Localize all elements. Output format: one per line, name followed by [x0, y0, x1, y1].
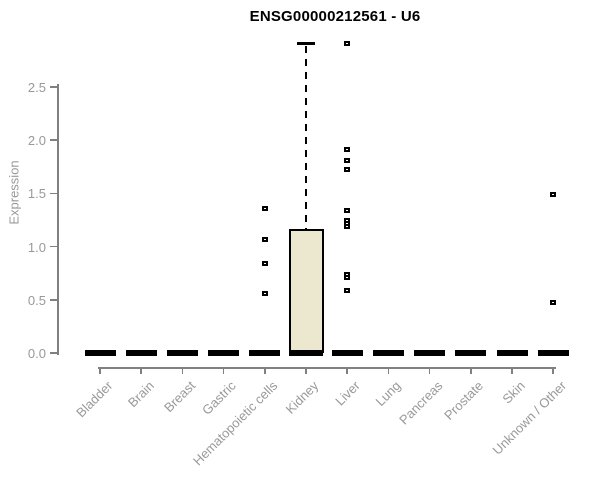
y-axis-line — [57, 84, 59, 355]
boxplot-median-bar — [372, 350, 404, 356]
x-axis-tick — [305, 367, 307, 374]
x-axis-category-label: Pancreas — [395, 378, 446, 428]
x-axis-tick — [99, 367, 101, 374]
outlier-point — [344, 223, 351, 229]
boxplot-median-bar — [208, 350, 240, 356]
x-axis-tick — [511, 367, 513, 374]
x-axis-line — [98, 367, 556, 369]
outlier-point — [550, 191, 557, 197]
x-axis-category-label: Gastric — [199, 378, 240, 418]
outlier-point — [344, 167, 351, 173]
boxplot-median-bar — [166, 350, 198, 356]
outlier-point — [344, 147, 351, 153]
x-axis-tick — [264, 367, 266, 374]
x-axis-category-label: Skin — [499, 378, 528, 407]
x-axis-category-label: Prostate — [441, 378, 487, 423]
y-axis-tick-label: 1.0 — [27, 239, 46, 255]
x-axis-tick — [140, 367, 142, 374]
outlier-point — [550, 300, 557, 306]
outlier-point — [261, 261, 268, 267]
outlier-point — [261, 205, 268, 211]
boxplot-median-bar — [331, 350, 363, 356]
x-axis-tick — [181, 367, 184, 374]
y-axis-tick — [50, 139, 57, 141]
x-axis-tick — [552, 367, 554, 374]
outlier-point — [344, 40, 351, 46]
y-axis-tick — [50, 192, 57, 195]
y-axis-tick — [50, 299, 57, 301]
boxplot-median-bar — [125, 350, 157, 356]
boxplot-median-bar — [496, 350, 528, 356]
x-axis-category-label: Brain — [124, 378, 157, 411]
x-axis-category-label: Breast — [160, 378, 199, 416]
boxplot-median-bar — [84, 350, 116, 356]
y-axis-tick-label: 2.5 — [27, 80, 46, 95]
chart-title: ENSG00000212561 - U6 — [249, 8, 421, 25]
x-axis-tick — [428, 367, 431, 374]
outlier-point — [344, 157, 351, 163]
outlier-point — [261, 236, 268, 242]
boxplot-median-bar — [455, 350, 487, 356]
y-axis-tick — [50, 86, 57, 88]
boxplot-median-bar — [249, 350, 281, 356]
x-axis-tick — [470, 367, 472, 374]
y-axis-tick — [50, 245, 57, 248]
x-axis-tick — [346, 367, 348, 374]
y-axis-tick-label: 0.5 — [27, 292, 46, 308]
outlier-point — [344, 274, 351, 280]
x-axis-category-label: Bladder — [73, 378, 116, 421]
y-axis-tick-label: 1.5 — [27, 186, 46, 202]
y-axis-tick-label: 0.0 — [27, 346, 46, 361]
x-axis-category-label: Liver — [332, 378, 363, 409]
y-axis-tick-label: 2.0 — [27, 133, 46, 149]
x-axis-category-label: Unknown / Other — [489, 378, 569, 458]
boxplot-box — [288, 228, 324, 353]
boxplot-median-bar — [414, 350, 446, 356]
y-axis-tick — [50, 352, 57, 354]
x-axis-tick — [387, 367, 390, 374]
boxplot-median-bar — [537, 350, 569, 356]
outlier-point — [261, 290, 268, 296]
outlier-point — [344, 207, 351, 213]
boxplot-whisker-cap — [297, 42, 315, 46]
x-axis-tick — [222, 367, 225, 374]
x-axis-category-label: Kidney — [282, 378, 322, 417]
x-axis-category-label: Lung — [372, 378, 405, 410]
boxplot-whisker — [305, 46, 307, 229]
outlier-point — [344, 287, 351, 293]
boxplot-median-bar — [289, 350, 323, 356]
